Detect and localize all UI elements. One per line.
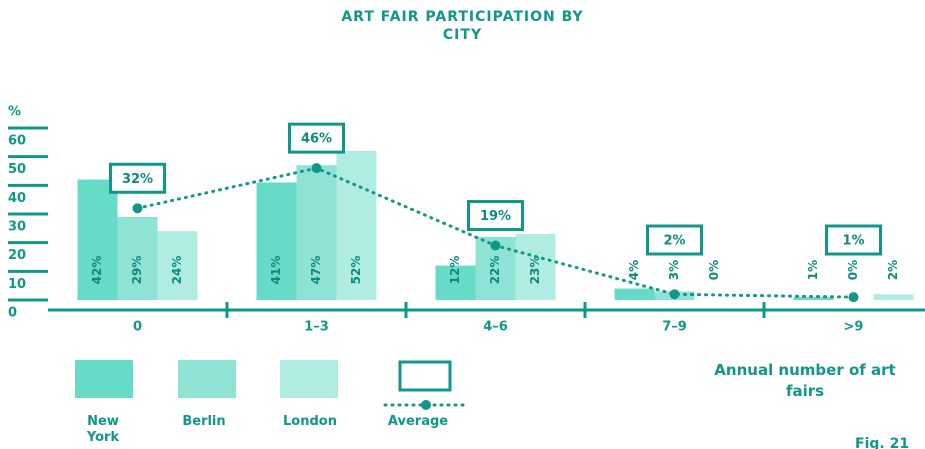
- legend-swatch: [75, 360, 133, 398]
- average-dot: [669, 289, 680, 300]
- y-tick-label: 10: [8, 277, 26, 292]
- y-tick-label: 20: [8, 248, 26, 263]
- average-box: [646, 224, 703, 256]
- value-label: 0%: [707, 260, 721, 280]
- y-axis-title: %: [8, 105, 21, 120]
- value-label: 1%: [806, 260, 820, 280]
- y-tick-label: 30: [8, 220, 26, 235]
- x-tick-label: >9: [844, 320, 864, 335]
- average-dot: [132, 203, 143, 214]
- average-dot: [490, 240, 501, 251]
- x-axis-title: Annual number of art fairs: [714, 361, 896, 400]
- y-tick-label: 50: [8, 162, 26, 177]
- legend-dot: [421, 400, 431, 410]
- bar: [157, 231, 198, 300]
- bar: [256, 182, 297, 300]
- x-tick-label: 7–9: [662, 320, 687, 335]
- bar: [793, 297, 834, 300]
- y-tick-label: 60: [8, 134, 26, 149]
- chart-title: ART FAIR PARTICIPATION BY CITY: [341, 9, 584, 43]
- y-tick-label: 0: [8, 306, 17, 321]
- average-dot: [848, 292, 859, 303]
- bar: [296, 165, 337, 300]
- average-box: [467, 200, 524, 232]
- legend-label: London: [283, 414, 337, 429]
- legend-swatch: [178, 360, 236, 398]
- value-label: 22%: [488, 256, 502, 285]
- value-label: 23%: [528, 256, 542, 285]
- legend-swatch: [398, 360, 452, 392]
- bar: [77, 179, 118, 300]
- average-box: [288, 122, 345, 154]
- bar: [435, 265, 476, 300]
- average-label: 1%: [842, 234, 864, 249]
- bar: [336, 150, 377, 300]
- value-label: 24%: [170, 256, 184, 285]
- value-label: 47%: [309, 256, 323, 285]
- average-dot: [311, 163, 322, 174]
- x-tick-label: 0: [133, 320, 142, 335]
- x-tick-label: 4–6: [483, 320, 508, 335]
- average-label: 2%: [663, 234, 685, 249]
- value-label: 3%: [667, 260, 681, 280]
- bar: [515, 234, 556, 300]
- legend-label: Average: [387, 414, 449, 429]
- value-label: 42%: [90, 256, 104, 285]
- legend-label: New York: [86, 414, 120, 445]
- average-box: [109, 162, 166, 194]
- average-box: [825, 224, 882, 256]
- bar: [873, 294, 914, 300]
- value-label: 4%: [627, 260, 641, 280]
- legend-label: Berlin: [182, 414, 226, 429]
- average-label: 46%: [301, 132, 332, 147]
- average-label: 19%: [480, 209, 511, 224]
- figure-label: Fig. 21: [855, 436, 910, 449]
- bar: [614, 288, 655, 300]
- value-label: 52%: [349, 256, 363, 285]
- legend-swatch: [280, 360, 338, 398]
- value-label: 0%: [846, 260, 860, 280]
- value-label: 12%: [448, 256, 462, 285]
- y-tick-label: 40: [8, 191, 26, 206]
- value-label: 2%: [886, 260, 900, 280]
- value-label: 29%: [130, 256, 144, 285]
- value-label: 41%: [269, 256, 283, 285]
- bar: [117, 216, 158, 300]
- average-label: 32%: [122, 172, 153, 187]
- x-tick-label: 1–3: [304, 320, 329, 335]
